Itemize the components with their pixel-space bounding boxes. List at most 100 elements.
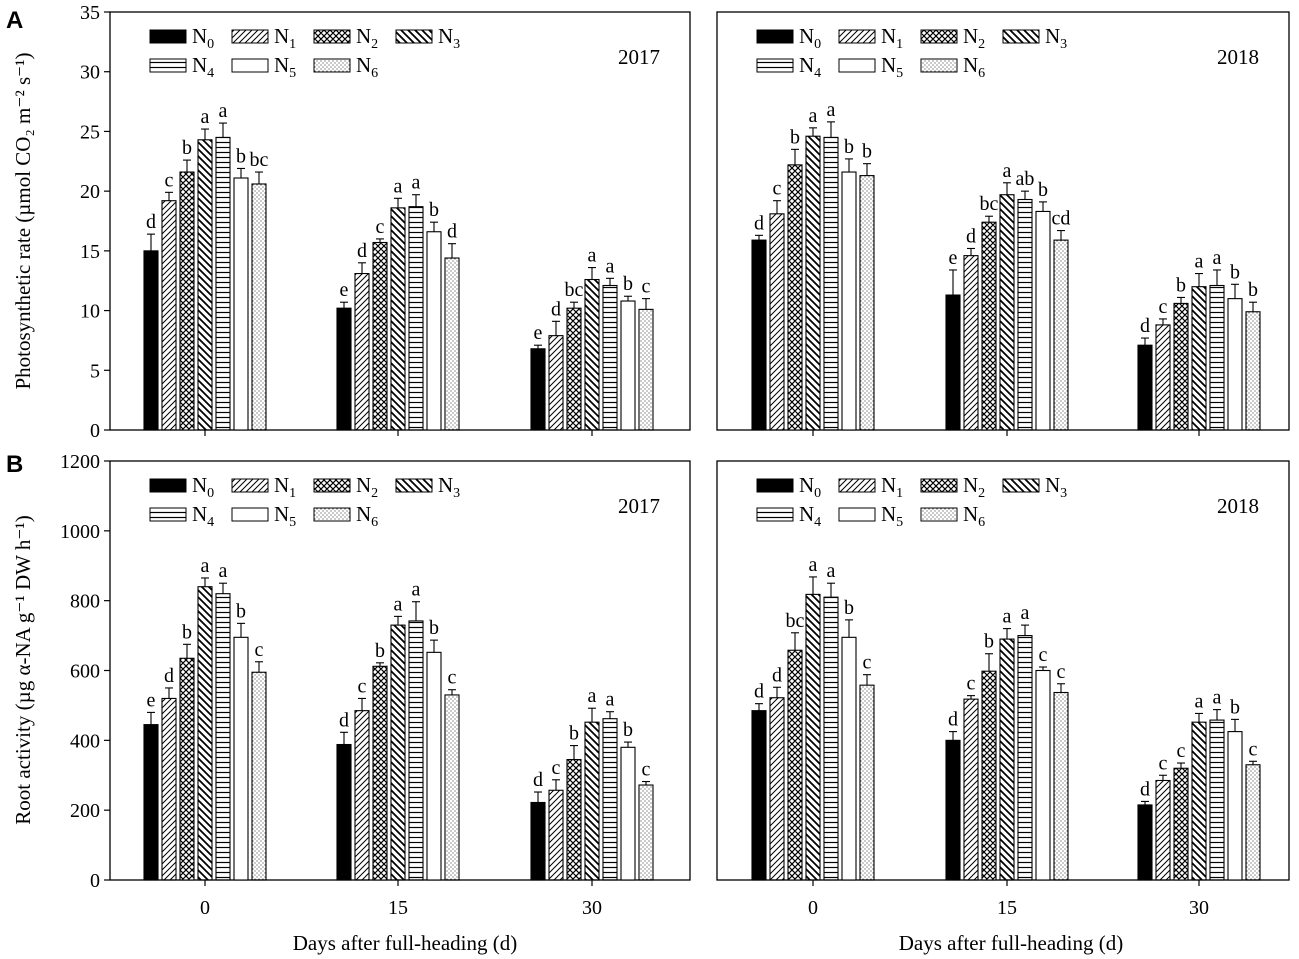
legend-swatch-n6 xyxy=(920,58,958,73)
panel-label-a: A xyxy=(6,7,23,34)
legend-swatch-n1 xyxy=(231,29,269,44)
y-tick-label: 5 xyxy=(90,360,100,382)
bar-n6-day-0 xyxy=(859,175,875,431)
significance-letter: d xyxy=(772,664,782,686)
bar-n0-day-30 xyxy=(530,348,546,431)
significance-letter: b xyxy=(844,597,854,619)
y-tick-label: 10 xyxy=(80,301,100,323)
legend-swatch-n0 xyxy=(756,478,794,493)
year-label: 2017 xyxy=(618,494,660,518)
legend-swatch-n2 xyxy=(920,29,958,44)
bar-n2-day-15 xyxy=(372,241,388,431)
legend-label-n5: N5 xyxy=(274,53,296,81)
bar-n1-day-15 xyxy=(354,272,370,431)
significance-letter: a xyxy=(219,100,228,122)
significance-letter: c xyxy=(552,757,561,779)
bar-n4-day-30 xyxy=(602,284,618,431)
significance-letter: b xyxy=(1038,179,1048,201)
legend-label-n1: N1 xyxy=(881,24,903,52)
legend-swatch-n5 xyxy=(838,507,876,522)
y-tick-label: 25 xyxy=(80,121,100,143)
legend-label-n0: N0 xyxy=(799,473,821,501)
significance-letter: b xyxy=(984,631,994,653)
bar-n1-day-30 xyxy=(548,789,564,881)
bar-n0-day-30 xyxy=(530,801,546,881)
bar-n2-day-15 xyxy=(981,670,997,881)
legend-label-n1: N1 xyxy=(274,24,296,52)
significance-letter: ab xyxy=(1016,168,1035,190)
significance-letter: d xyxy=(533,769,543,791)
bar-n1-day-30 xyxy=(1155,324,1171,431)
significance-letter: a xyxy=(1213,247,1222,269)
legend-label-n0: N0 xyxy=(192,24,214,52)
significance-letter: bc xyxy=(565,279,584,301)
bar-n2-day-30 xyxy=(1173,767,1189,881)
bar-n1-day-30 xyxy=(1155,779,1171,881)
bar-n5-day-0 xyxy=(841,636,857,881)
significance-letter: a xyxy=(201,555,210,577)
bar-n1-day-0 xyxy=(161,200,177,431)
significance-letter: c xyxy=(165,169,174,191)
significance-letter: d xyxy=(966,225,976,247)
x-tick-label: 15 xyxy=(997,897,1017,919)
y-axis-title-photosynthesis: Photosynthetic rate (µmol CO₂ m⁻² s⁻¹) xyxy=(11,52,35,389)
chart-B-2017: 0 200 400 600 800 1000 1200 0 15 30 2017 N0 N1 N2 N3 N4… xyxy=(60,451,691,919)
bar-n1-day-15 xyxy=(963,698,979,881)
legend-swatch-n4 xyxy=(149,58,187,73)
bar-n5-day-0 xyxy=(233,636,249,881)
significance-letter: c xyxy=(967,673,976,695)
x-tick-label: 0 xyxy=(200,897,210,919)
bar-n5-day-30 xyxy=(1227,731,1243,881)
y-tick-label: 15 xyxy=(80,241,100,263)
bar-n6-day-30 xyxy=(638,784,654,881)
x-axis-title-left: Days after full-heading (d) xyxy=(293,931,518,955)
legend-label-n6: N6 xyxy=(963,502,985,530)
bar-n2-day-30 xyxy=(1173,302,1189,431)
bar-n0-day-0 xyxy=(143,724,159,881)
bar-n3-day-0 xyxy=(805,593,821,881)
bar-n4-day-15 xyxy=(1017,635,1033,881)
bar-n0-day-15 xyxy=(336,743,352,881)
bar-n3-day-0 xyxy=(197,586,213,881)
significance-letter: b xyxy=(236,145,246,167)
bar-n0-day-0 xyxy=(751,239,767,431)
legend-label-n5: N5 xyxy=(881,53,903,81)
significance-letter: a xyxy=(412,172,421,194)
significance-letter: b xyxy=(623,719,633,741)
y-tick-label: 30 xyxy=(80,62,100,84)
significance-letter: b xyxy=(844,136,854,158)
bar-n3-day-30 xyxy=(584,278,600,431)
bar-n1-day-0 xyxy=(769,697,785,881)
significance-letter: a xyxy=(412,579,421,601)
bar-n1-day-0 xyxy=(161,697,177,881)
significance-letter: d xyxy=(948,709,958,731)
bar-n1-day-15 xyxy=(963,255,979,431)
legend-label-n4: N4 xyxy=(192,502,214,530)
bar-n2-day-0 xyxy=(179,171,195,431)
significance-letter: a xyxy=(219,560,228,582)
significance-letter: e xyxy=(534,322,543,344)
bar-n0-day-30 xyxy=(1137,344,1153,431)
bar-n5-day-30 xyxy=(1227,298,1243,431)
bar-n5-day-15 xyxy=(426,651,442,881)
legend-label-n1: N1 xyxy=(274,473,296,501)
legend-label-n3: N3 xyxy=(1045,473,1067,501)
significance-letter: a xyxy=(394,175,403,197)
bar-n5-day-15 xyxy=(1035,210,1051,431)
significance-letter: d xyxy=(754,681,764,703)
y-tick-label: 1200 xyxy=(60,451,100,473)
bar-n5-day-0 xyxy=(841,171,857,431)
significance-letter: a xyxy=(1213,687,1222,709)
bar-n0-day-0 xyxy=(143,250,159,431)
bar-n2-day-0 xyxy=(179,657,195,881)
bar-n6-day-0 xyxy=(251,183,267,431)
legend-label-n5: N5 xyxy=(881,502,903,530)
significance-letter: b xyxy=(569,723,579,745)
legend-swatch-n2 xyxy=(313,478,351,493)
legend-swatch-n2 xyxy=(920,478,958,493)
bar-n4-day-15 xyxy=(408,620,424,881)
